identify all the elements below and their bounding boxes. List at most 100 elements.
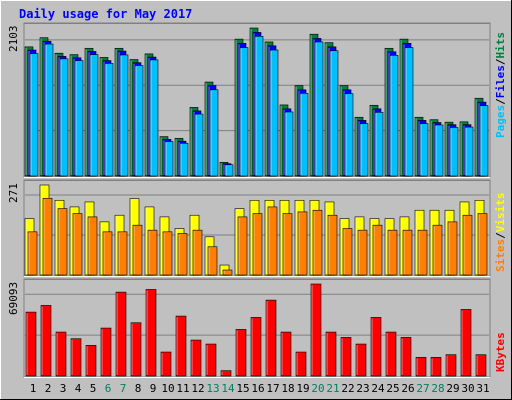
sites-bar-day-5 [87, 216, 98, 276]
sites-bar-day-7 [117, 231, 128, 276]
pages-bar-day-4 [74, 60, 84, 177]
kbytes-bar-day-24 [370, 317, 382, 377]
sites-bar-day-30 [462, 214, 473, 276]
pages-bar-day-14 [224, 164, 234, 177]
panel-hits-bars [24, 27, 489, 177]
pages-bar-day-8 [134, 65, 144, 177]
kbytes-bar-day-27 [415, 357, 427, 377]
kbytes-bar-day-23 [355, 343, 367, 377]
x-label-day-10: 10 [161, 382, 174, 395]
x-label-day-7: 7 [120, 382, 127, 395]
x-label-day-1: 1 [30, 382, 37, 395]
sites-bar-day-13 [207, 246, 218, 276]
sites-bar-day-21 [327, 214, 338, 276]
x-label-day-4: 4 [75, 382, 82, 395]
legend-visits: Visits [494, 193, 507, 233]
kbytes-bar-day-12 [190, 339, 202, 377]
pages-bar-day-21 [329, 50, 339, 177]
x-label-day-19: 19 [296, 382, 309, 395]
sites-bar-day-27 [417, 229, 428, 276]
kbytes-bar-day-4 [70, 338, 82, 377]
legend-visits-group: Sites/Visits [494, 193, 507, 273]
kbytes-bar-day-30 [460, 309, 472, 377]
pages-bar-day-1 [29, 53, 39, 177]
kbytes-bar-day-25 [385, 331, 397, 377]
kbytes-bar-day-9 [145, 289, 157, 377]
kbytes-bar-day-29 [445, 354, 457, 377]
legend-pages: Pages [494, 105, 507, 138]
sites-bar-day-20 [312, 209, 323, 276]
kbytes-bar-day-10 [160, 351, 172, 377]
x-label-day-6: 6 [105, 382, 112, 395]
panel-kbytes: 69093 [7, 278, 491, 378]
x-label-day-31: 31 [476, 382, 489, 395]
legend-hits-group: Pages/Files/Hits [494, 32, 507, 138]
kbytes-bar-day-2 [40, 305, 52, 377]
x-label-day-28: 28 [431, 382, 444, 395]
legend-sep-2: / [494, 58, 507, 65]
pages-bar-day-15 [239, 47, 249, 177]
pages-bar-day-28 [434, 124, 444, 177]
kbytes-bar-day-21 [325, 331, 337, 377]
sites-bar-day-26 [402, 229, 413, 276]
sites-bar-day-2 [42, 197, 53, 276]
pages-bar-day-22 [344, 93, 354, 177]
x-label-day-12: 12 [191, 382, 204, 395]
pages-bar-day-25 [389, 55, 399, 177]
kbytes-bar-day-19 [295, 351, 307, 377]
pages-bar-day-23 [359, 123, 369, 177]
pages-bar-day-5 [89, 54, 99, 177]
kbytes-bar-day-6 [100, 327, 112, 377]
sites-bar-day-8 [132, 224, 143, 276]
x-label-day-20: 20 [311, 382, 324, 395]
kbytes-bar-day-26 [400, 337, 412, 377]
kbytes-bar-day-8 [130, 322, 142, 377]
panel-kbytes-ymax-label: 69093 [7, 282, 20, 315]
kbytes-bar-day-15 [235, 329, 247, 377]
x-label-day-2: 2 [45, 382, 52, 395]
kbytes-bar-day-11 [175, 315, 187, 377]
legend-sites: Sites [494, 239, 507, 272]
x-label-day-5: 5 [90, 382, 97, 395]
pages-bar-day-2 [44, 43, 54, 177]
x-label-day-15: 15 [236, 382, 249, 395]
x-label-day-26: 26 [401, 382, 414, 395]
x-label-day-8: 8 [135, 382, 142, 395]
legend-kbytes: KBytes [494, 332, 507, 372]
x-label-day-16: 16 [251, 382, 264, 395]
x-label-day-29: 29 [446, 382, 459, 395]
x-label-day-30: 30 [461, 382, 474, 395]
sites-bar-day-29 [447, 221, 458, 276]
panel-kbytes-bars [25, 283, 487, 377]
pages-bar-day-7 [119, 54, 129, 177]
x-label-day-27: 27 [416, 382, 429, 395]
panel-hits-ymax-label: 2103 [7, 26, 20, 53]
pages-bar-day-24 [374, 112, 384, 177]
kbytes-bar-day-31 [475, 354, 487, 377]
kbytes-bar-day-3 [55, 331, 67, 377]
pages-bar-day-12 [194, 113, 204, 177]
kbytes-bar-day-13 [205, 343, 217, 377]
sites-bar-day-22 [342, 228, 353, 276]
kbytes-bar-day-28 [430, 357, 442, 377]
panel-hits: 2103 [7, 22, 491, 178]
kbytes-bar-day-1 [25, 311, 37, 377]
x-label-day-24: 24 [371, 382, 385, 395]
kbytes-bar-day-22 [340, 337, 352, 377]
pages-bar-day-13 [209, 89, 219, 177]
x-label-day-14: 14 [221, 382, 235, 395]
legend-files: Files [494, 65, 507, 98]
pages-bar-day-31 [479, 105, 489, 177]
sites-bar-day-16 [252, 213, 263, 276]
sites-bar-day-31 [477, 213, 488, 276]
legend-sep-3: / [494, 232, 507, 239]
kbytes-bar-day-7 [115, 291, 127, 377]
kbytes-bar-day-14 [220, 370, 232, 377]
x-axis-labels: 1 2 3 4 5 6 7 8 9 10 11 12 13 14 15 16 17 18 19 20 21 22 23 24 2… [30, 382, 490, 395]
pages-bar-day-16 [254, 36, 264, 177]
pages-bar-day-11 [179, 142, 189, 177]
x-label-day-23: 23 [356, 382, 369, 395]
sites-bar-day-6 [102, 231, 113, 276]
sites-bar-day-9 [147, 229, 158, 276]
pages-bar-day-27 [419, 123, 429, 177]
